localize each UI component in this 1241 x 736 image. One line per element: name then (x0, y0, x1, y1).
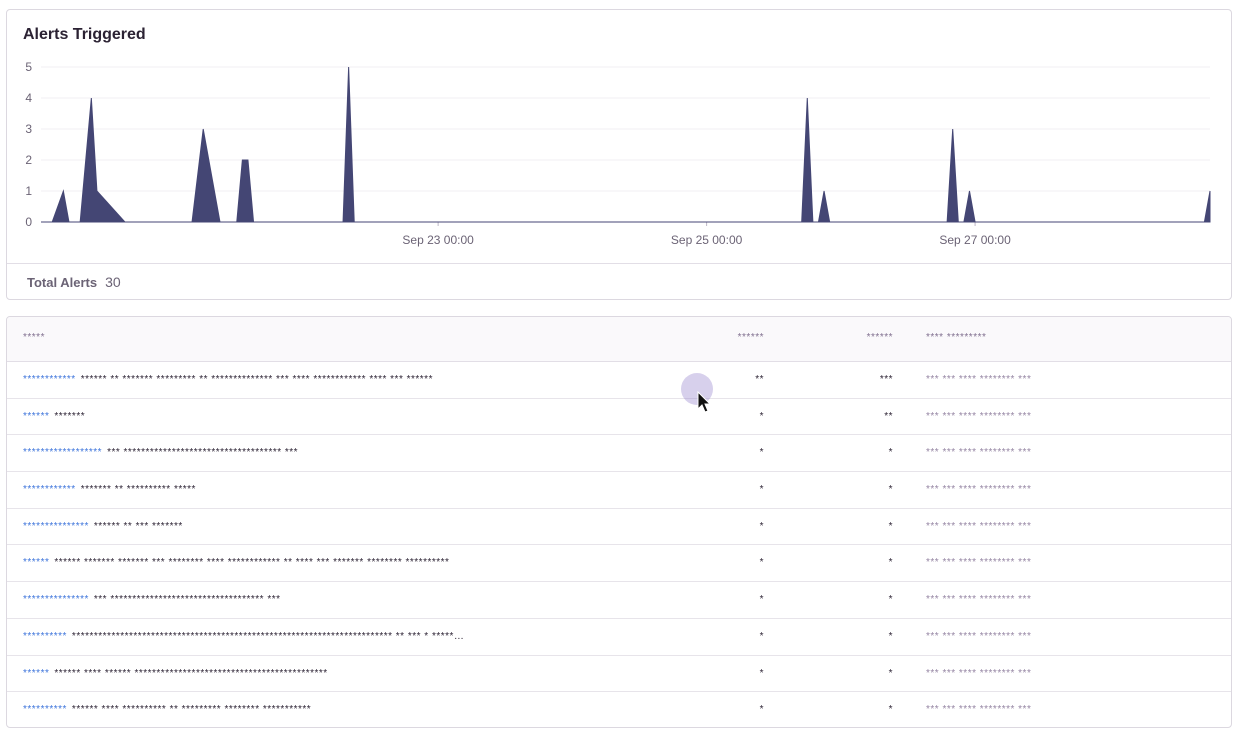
table-row[interactable]: ****************** *** ******************… (7, 435, 1231, 473)
issue-title-link[interactable]: *************** (23, 520, 89, 532)
last-seen-value: *** *** **** ******** *** (926, 704, 1032, 716)
y-tick-label: 1 (25, 184, 32, 198)
header-users[interactable]: ****** (866, 332, 893, 343)
users-count: ** (884, 410, 893, 422)
mouse-pointer-icon (697, 391, 712, 413)
issue-description: ****** ** *** ******* (93, 520, 183, 532)
users-count: * (888, 630, 893, 642)
alerts-area-series (41, 66, 1211, 223)
x-tick-label: Sep 25 00:00 (671, 233, 743, 247)
events-count: * (759, 447, 764, 459)
events-count: * (759, 630, 764, 642)
issue-cell: ********** ****** **** ********** ** ****… (23, 704, 311, 715)
table-row[interactable]: ****** ****** **** ****** ***************… (7, 656, 1231, 693)
table-row[interactable]: ********** ****** **** ********** ** ****… (7, 692, 1231, 727)
issue-title-link[interactable]: ********** (23, 630, 67, 642)
x-tick-label: Sep 23 00:00 (402, 233, 474, 247)
issue-cell: ****** ****** **** ****** ***************… (23, 668, 328, 679)
last-seen-value: *** *** **** ******** *** (926, 374, 1032, 385)
issue-title-link[interactable]: ********** (23, 704, 67, 716)
issue-description: *** *********************************** … (93, 594, 281, 606)
issue-description: ******* (54, 410, 86, 422)
events-count: * (759, 484, 764, 496)
users-count: * (888, 594, 893, 606)
issue-cell: ****** ****** ******* ******* *** *******… (23, 557, 449, 568)
issue-title-link[interactable]: ****************** (23, 447, 103, 459)
table-row[interactable]: ************ ****** ** ******* ********* … (7, 362, 1231, 399)
issue-description: ****** ** ******* ********* ** *********… (80, 374, 433, 385)
users-count: * (888, 520, 893, 532)
last-seen-value: *** *** **** ******** *** (926, 667, 1032, 679)
last-seen-value: *** *** **** ******** *** (926, 557, 1032, 569)
users-count: *** (879, 374, 893, 385)
table-row[interactable]: ****** ****** ******* ******* *** *******… (7, 545, 1231, 583)
last-seen-value: *** *** **** ******** *** (926, 484, 1032, 496)
issue-title-link[interactable]: *************** (23, 594, 89, 606)
issue-description: ****** **** ********** ** ********* ****… (71, 704, 312, 716)
issue-description: ******* ** ********** ***** (80, 484, 196, 496)
events-count: * (759, 410, 764, 422)
table-header: ***** ****** ****** **** ********* (7, 317, 1231, 362)
issue-title-link[interactable]: ****** (23, 410, 50, 422)
issue-description: ****** ******* ******* *** ******** ****… (54, 557, 450, 569)
issue-title-link[interactable]: ************ (23, 374, 76, 385)
y-tick-label: 0 (25, 215, 32, 229)
chart-footer: Total Alerts 30 (7, 263, 1231, 300)
total-alerts-value: 30 (105, 274, 121, 290)
events-count: * (759, 520, 764, 532)
last-seen-value: *** *** **** ******** *** (926, 630, 1032, 642)
users-count: * (888, 484, 893, 496)
issue-description: ****************************************… (71, 630, 465, 642)
x-tick-label: Sep 27 00:00 (939, 233, 1011, 247)
issue-cell: ****** ******* (23, 411, 85, 422)
alerts-chart-panel: Alerts Triggered 0 1 2 3 4 5 Sep 23 00:00 Sep 2… (6, 9, 1232, 300)
issues-table: ***** ****** ****** **** ********* *****… (6, 316, 1232, 728)
users-count: * (888, 447, 893, 459)
issue-title-link[interactable]: ****** (23, 667, 50, 679)
header-issue[interactable]: ***** (23, 332, 45, 343)
last-seen-value: *** *** **** ******** *** (926, 520, 1032, 532)
issue-cell: ************ ******* ** ********** ***** (23, 484, 196, 495)
table-row[interactable]: ****** ******* * ** *** *** **** ******** **… (7, 399, 1231, 436)
table-row[interactable]: *************** ****** ** *** ******* * * **… (7, 509, 1231, 546)
y-tick-label: 5 (25, 60, 32, 74)
issue-cell: ****************** *** ******************… (23, 447, 298, 458)
users-count: * (888, 704, 893, 716)
events-count: * (759, 594, 764, 606)
issue-title-link[interactable]: ****** (23, 557, 50, 569)
issue-description: ****** **** ****** *********************… (54, 667, 328, 679)
table-row[interactable]: *************** *** *********************… (7, 582, 1231, 619)
issue-description: *** ************************************… (107, 447, 299, 459)
total-alerts-label: Total Alerts (27, 274, 98, 290)
table-row[interactable]: ********** ******************************… (7, 619, 1231, 656)
table-body: ************ ****** ** ******* ********* … (7, 362, 1231, 727)
issue-title-link[interactable]: ************ (23, 484, 76, 496)
issue-cell: *************** ****** ** *** ******* (23, 521, 183, 532)
events-count: * (759, 667, 764, 679)
events-count: * (759, 557, 764, 569)
last-seen-value: *** *** **** ******** *** (926, 410, 1032, 422)
last-seen-value: *** *** **** ******** *** (926, 594, 1032, 606)
issue-cell: *************** *** *********************… (23, 594, 281, 605)
events-count: * (759, 704, 764, 716)
y-tick-label: 3 (25, 122, 32, 136)
table-row[interactable]: ************ ******* ** ********** ***** *… (7, 472, 1231, 509)
header-last-seen[interactable]: **** ********* (926, 332, 987, 343)
users-count: * (888, 557, 893, 569)
y-tick-label: 2 (25, 153, 32, 167)
alerts-area-chart: 0 1 2 3 4 5 Sep 23 00:00 Sep 25 00:00 Sep 27 00:… (25, 60, 1211, 247)
chart-title: Alerts Triggered (23, 26, 146, 43)
last-seen-value: *** *** **** ******** *** (926, 447, 1032, 459)
header-events[interactable]: ****** (737, 332, 764, 343)
y-tick-label: 4 (25, 91, 32, 105)
users-count: * (888, 667, 893, 679)
issue-cell: ************ ****** ** ******* ********* … (23, 374, 433, 385)
events-count: ** (755, 374, 764, 385)
cursor-highlight (681, 373, 713, 405)
issue-cell: ********** ******************************… (23, 631, 464, 642)
